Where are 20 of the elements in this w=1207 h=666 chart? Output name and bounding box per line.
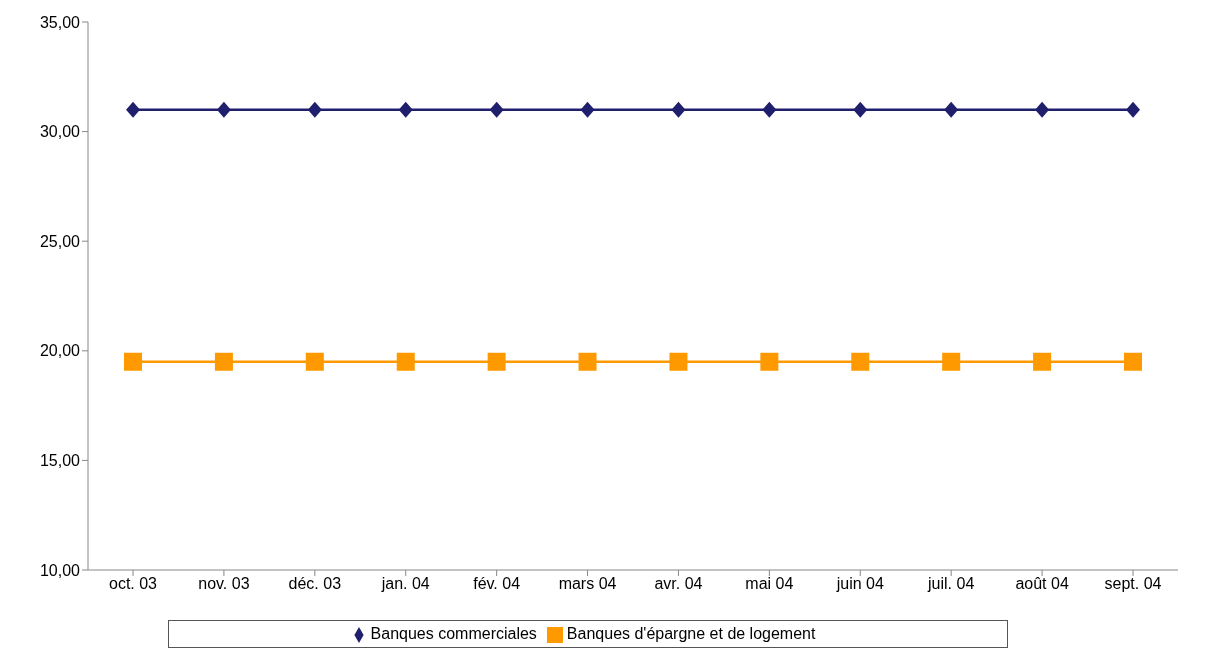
x-tick-label: nov. 03 [198,575,250,593]
y-tick-label: 10,00 [39,561,81,579]
x-tick-label: mars 04 [558,575,617,593]
legend-label: Banques commerciales [370,625,537,642]
x-tick-label: jan. 04 [380,575,430,593]
x-tick-label: fév. 04 [473,575,521,593]
x-tick-label: mai 04 [745,575,794,593]
x-tick-label: juil. 04 [927,575,975,593]
x-tick-label: oct. 03 [108,575,158,593]
y-tick-label: 20,00 [39,342,81,360]
y-tick-label: 15,00 [39,452,81,470]
x-tick-label: avr. 04 [654,575,703,593]
y-tick-label: 30,00 [39,123,81,141]
legend-label: Banques d'épargne et de logement [566,625,816,642]
y-tick-label: 35,00 [39,13,81,31]
y-tick-label: 25,00 [39,232,81,250]
x-tick-label: déc. 03 [288,575,342,593]
x-tick-label: sept. 04 [1104,575,1162,593]
x-tick-label: août 04 [1015,575,1069,593]
x-tick-label: juin 04 [835,575,884,593]
